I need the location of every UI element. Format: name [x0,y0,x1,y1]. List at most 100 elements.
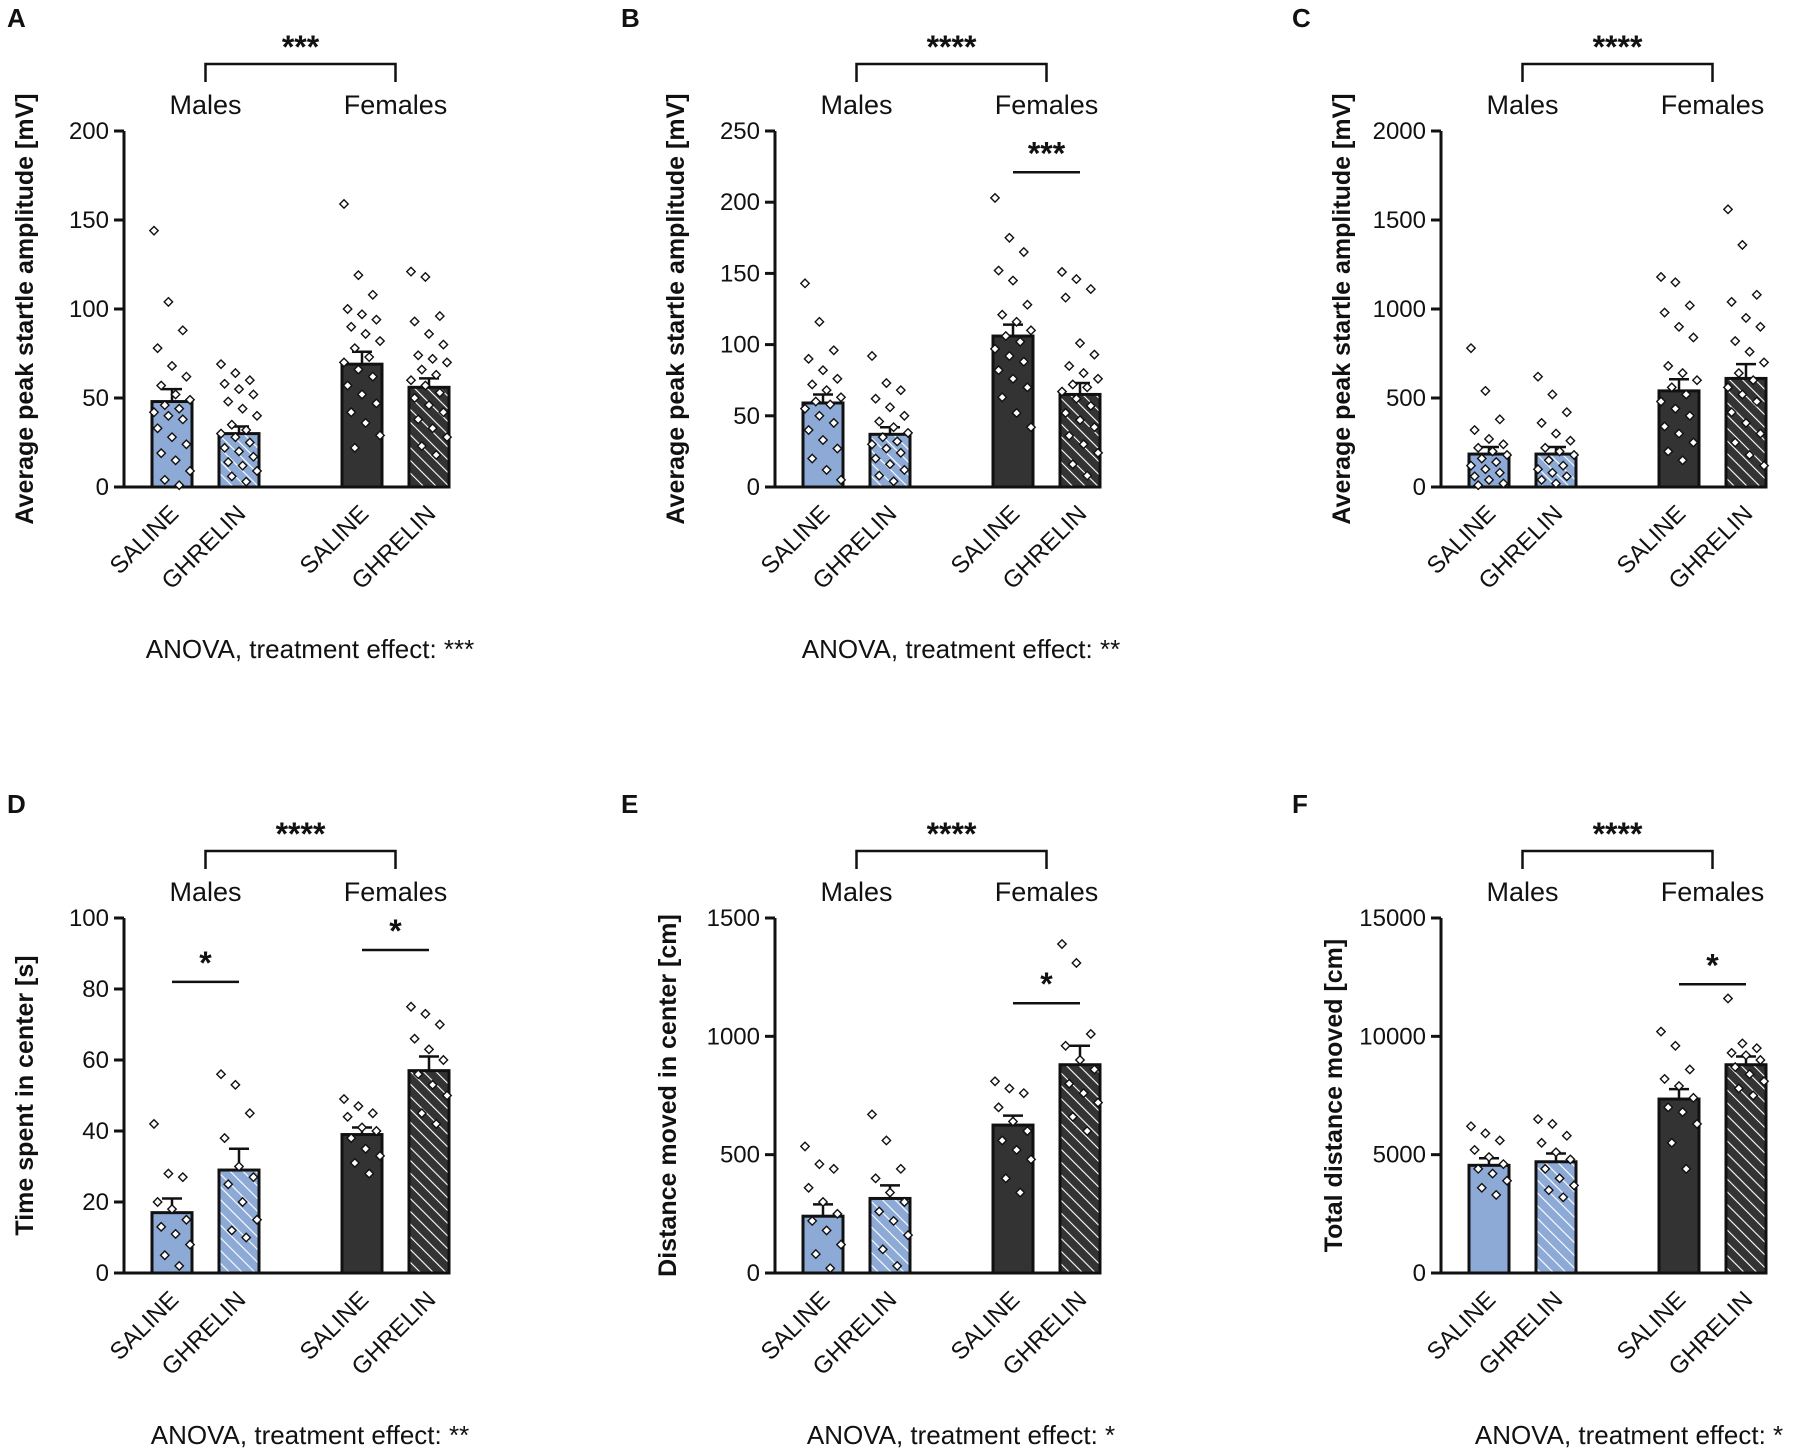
data-point [413,1069,424,1080]
data-point [1758,460,1770,471]
data-point [420,271,431,283]
data-point [1469,1144,1480,1156]
data-point [807,453,818,464]
data-point [810,396,821,407]
data-point [1074,337,1086,349]
data-point [997,1135,1008,1146]
data-point [170,389,181,400]
data-point [338,1093,350,1105]
data-point [1659,421,1670,432]
data-point [1666,1137,1677,1149]
y-tick-label: 500 [720,1142,760,1169]
data-point [1755,1054,1766,1066]
data-point [1473,1163,1484,1175]
data-point [1004,232,1015,243]
data-point [1688,437,1699,448]
data-point [230,367,241,379]
data-point [1684,410,1695,421]
data-point [1554,1173,1565,1184]
y-tick-label: 150 [720,260,760,287]
data-point [899,410,910,421]
data-point [434,387,445,398]
y-tick-label: 100 [69,296,109,323]
data-point [1748,375,1759,386]
data-point [1550,1147,1562,1158]
y-tick-label: 0 [1413,1260,1426,1287]
anova-footer: ANOVA, treatment effect: * [807,1420,1115,1450]
data-point [1758,1076,1770,1087]
y-tick-label: 80 [82,976,109,1003]
data-point [1666,382,1677,393]
data-point [799,403,811,414]
data-point [1670,1040,1681,1051]
panel-e: E 0 500 1000 1500 Distance moved in center [c… [621,789,1115,1450]
y-axis-label: Average peak startle amplitude [mV] [1328,93,1356,524]
data-point [1722,204,1734,215]
y-tick-label: 1000 [1373,296,1426,323]
data-point [148,225,160,236]
data-point [1532,464,1544,475]
data-point [821,464,832,476]
data-point [1744,346,1755,357]
data-point [1078,439,1089,450]
data-point [1568,449,1580,461]
data-point [1067,459,1078,470]
significance-label: **** [276,816,326,852]
data-point [226,419,237,430]
bar-males-ghrelin [217,1168,261,1275]
data-point [159,1250,170,1261]
data-point [1476,453,1487,464]
group-label-males: Males [169,877,241,907]
data-point [438,1054,449,1066]
data-point [1004,1083,1015,1094]
data-point [803,353,814,365]
data-point [895,1163,906,1175]
data-point [1089,422,1100,433]
panel-letter: D [7,789,26,819]
data-point [1655,1026,1667,1037]
data-point [899,1196,910,1208]
data-point [431,449,442,461]
data-point [374,430,386,441]
y-tick-label: 150 [69,207,109,234]
data-point [1085,283,1096,295]
significance-label: * [1706,947,1719,983]
y-tick-label: 1500 [707,905,760,932]
data-point [888,1215,899,1227]
data-point [248,1171,259,1183]
significance-label: * [389,913,402,949]
data-point [367,1108,378,1119]
data-point [148,1118,160,1130]
data-point [184,394,196,405]
y-tick-label: 20 [82,1189,109,1216]
data-point [1684,300,1695,311]
data-point [219,1132,230,1144]
data-point [835,392,847,403]
data-point [1540,1163,1551,1175]
data-point [1056,386,1068,397]
data-point [423,328,435,340]
data-point [1067,379,1078,390]
group-label-males: Males [169,90,241,120]
data-point [427,353,438,365]
data-point [874,470,885,481]
data-point [156,1221,167,1233]
data-point [874,1206,885,1217]
data-point [1011,1144,1022,1156]
data-point [866,1109,878,1120]
data-point [1491,1189,1502,1201]
data-point [1677,455,1688,466]
data-point [1064,430,1075,441]
data-point [881,1135,892,1146]
data-point [166,360,178,372]
y-tick-label: 40 [82,1118,109,1145]
data-point [237,403,248,414]
data-point [237,1196,248,1208]
data-point [817,1196,829,1208]
group-label-males: Males [820,877,892,907]
data-point [237,460,248,471]
data-point [1655,396,1667,407]
data-point [174,480,185,491]
